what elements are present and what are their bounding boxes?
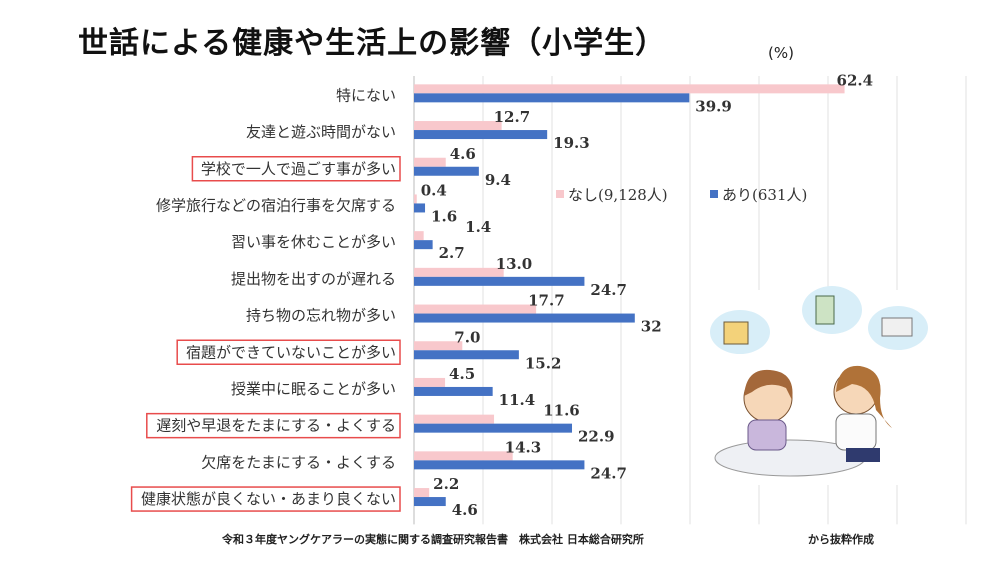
data-label: 11.4 (499, 391, 536, 409)
category-label: 友達と遊ぶ時間がない (246, 123, 396, 141)
unit-label: (%) (768, 44, 794, 62)
data-label: 32 (641, 318, 662, 336)
data-label: 0.4 (421, 181, 447, 199)
bar-with-care (414, 313, 635, 323)
highlight-box (146, 412, 401, 439)
highlight-box (130, 486, 401, 512)
data-label: 62.4 (837, 71, 874, 89)
bar-without-care (414, 451, 513, 461)
bar-without-care (414, 304, 537, 314)
data-label: 9.4 (485, 171, 511, 189)
bar-without-care (414, 267, 504, 277)
category-label: 宿題ができていないことが多い (186, 343, 396, 361)
legend-label: なし(9,128人) (568, 186, 668, 204)
legend-swatch (556, 190, 564, 198)
source-note: 令和３年度ヤングケアラーの実態に関する調査研究報告書 株式会社 日本総合研究所 (222, 533, 644, 546)
data-label: 39.9 (695, 97, 732, 115)
category-label: 持ち物の忘れ物が多い (246, 307, 396, 325)
bar-without-care (414, 121, 502, 131)
data-label: 22.9 (578, 428, 615, 446)
data-label: 17.7 (528, 292, 565, 310)
data-label: 2.7 (439, 244, 465, 262)
data-label: 4.6 (452, 501, 478, 519)
bar-without-care (414, 231, 424, 241)
category-label: 授業中に眠ることが多い (231, 380, 396, 398)
data-label: 24.7 (590, 464, 627, 482)
category-label: 特にない (336, 86, 396, 104)
bar-with-care (414, 423, 573, 433)
category-label: 習い事を休むことが多い (231, 233, 396, 251)
data-label: 4.5 (449, 365, 475, 383)
illustration-children-caring (696, 286, 928, 485)
data-label: 2.2 (433, 475, 459, 493)
bar-without-care (414, 84, 845, 94)
bar-without-care (414, 194, 417, 204)
bar-with-care (414, 497, 446, 507)
source-suffix: から抜粋作成 (808, 533, 874, 546)
highlight-box (176, 339, 401, 365)
data-label: 1.4 (465, 218, 491, 236)
category-label: 修学旅行などの宿泊行事を欠席する (156, 196, 396, 214)
data-label: 24.7 (590, 281, 627, 299)
bar-with-care (414, 203, 426, 213)
data-label: 13.0 (496, 255, 533, 273)
bar-without-care (414, 488, 430, 498)
bar-without-care (414, 341, 463, 351)
data-label: 12.7 (494, 108, 531, 126)
bar-with-care (414, 166, 479, 176)
data-label: 19.3 (553, 134, 590, 152)
data-label: 11.6 (543, 402, 580, 420)
data-label: 1.6 (431, 207, 457, 225)
bar-with-care (414, 276, 585, 286)
data-label: 4.6 (450, 145, 476, 163)
bar-without-care (414, 414, 495, 424)
bar-with-care (414, 386, 493, 396)
bar-with-care (414, 350, 519, 360)
bar-without-care (414, 157, 446, 167)
bar-without-care (414, 377, 446, 387)
category-label: 学校で一人で過ごす事が多い (201, 160, 396, 178)
legend-swatch (710, 190, 718, 198)
bar-with-care (414, 460, 585, 470)
data-label: 15.2 (525, 354, 562, 372)
data-label: 14.3 (505, 438, 542, 456)
data-label: 7.0 (454, 328, 480, 346)
bar-with-care (414, 93, 690, 103)
category-label: 遅刻や早退をたまにする・よくする (156, 417, 396, 435)
chart-title: 世話による健康や生活上の影響（小学生） (78, 26, 667, 61)
bar-with-care (414, 240, 433, 250)
category-label: 健康状態が良くない・あまり良くない (141, 490, 396, 508)
category-label: 欠席をたまにする・よくする (201, 453, 396, 471)
category-label: 提出物を出すのが遅れる (231, 270, 396, 288)
legend-label: あり(631人) (722, 186, 807, 204)
highlight-box (191, 156, 401, 182)
bar-with-care (414, 130, 548, 140)
